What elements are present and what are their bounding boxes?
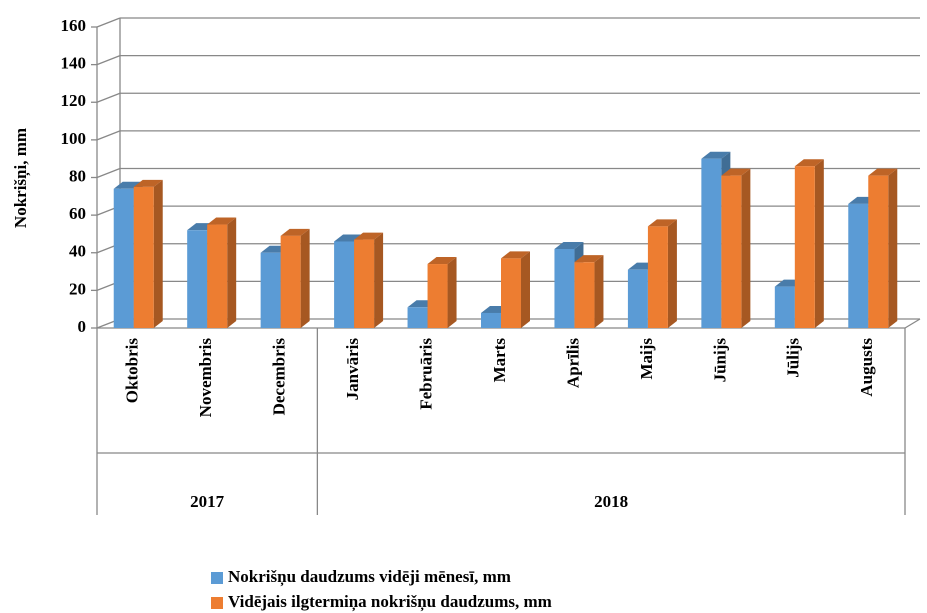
bar <box>427 257 457 328</box>
x-tick-label: Janvāris <box>343 338 362 401</box>
bar-top <box>501 251 530 259</box>
legend-label: Vidējais ilgtermiņa nokrišņu daudzums, m… <box>228 592 552 612</box>
bar-side <box>741 168 751 328</box>
bar-side <box>667 219 677 328</box>
bar <box>721 168 751 328</box>
bar <box>574 255 604 328</box>
group-label: 2017 <box>190 492 225 511</box>
bar-front <box>848 203 869 328</box>
bar-front <box>868 175 889 328</box>
y-tick-label: 20 <box>69 279 86 298</box>
x-tick-label: Februāris <box>416 338 435 410</box>
y-tick-label: 140 <box>61 54 87 73</box>
bar-front <box>721 175 742 328</box>
x-tick-label: Aprīlis <box>563 338 582 388</box>
x-tick-label: Marts <box>490 338 509 383</box>
bar-side <box>227 217 237 328</box>
bar-front <box>427 264 448 328</box>
legend-swatch <box>211 597 223 609</box>
y-tick-label: 120 <box>61 91 87 110</box>
bar-top <box>794 159 824 167</box>
bar <box>647 219 677 328</box>
y-tick-label: 80 <box>69 166 86 185</box>
bar-front <box>647 226 668 328</box>
grid-line-side <box>96 130 121 141</box>
x-tick-label: Augusts <box>857 338 876 397</box>
bar-side <box>447 257 457 328</box>
grid-line-side <box>96 17 121 28</box>
bar-side <box>888 168 898 328</box>
y-tick-label: 100 <box>61 129 87 148</box>
x-tick-label: Jūnijs <box>710 338 729 383</box>
x-tick-label: Novembris <box>196 338 215 418</box>
legend-swatch <box>211 572 223 584</box>
grid-line-side <box>96 55 121 66</box>
bar <box>868 168 898 328</box>
bar-top <box>647 219 677 227</box>
bar-front <box>574 262 595 328</box>
bar-side <box>300 228 310 328</box>
bar-front <box>133 186 154 328</box>
bar-top <box>280 228 310 236</box>
grid-line-side <box>96 167 121 179</box>
y-tick-label: 60 <box>69 204 86 223</box>
bar <box>133 179 163 328</box>
bar-top <box>354 232 384 240</box>
bar-top <box>207 217 237 225</box>
y-axis-title: Nokrišņi, mm <box>11 128 31 228</box>
bar-top <box>554 241 584 249</box>
bar-front <box>554 248 575 328</box>
bar-top <box>721 168 751 176</box>
bar-front <box>354 239 375 328</box>
bar-front <box>113 188 134 328</box>
bar-front <box>207 224 228 328</box>
x-tick-label: Decembris <box>270 338 289 416</box>
y-tick-label: 160 <box>61 16 87 35</box>
bar-side <box>521 251 530 328</box>
bar-side <box>374 232 384 328</box>
bar-front <box>481 312 501 328</box>
bar-top <box>868 168 898 176</box>
bar-top <box>574 255 604 263</box>
bar <box>280 228 310 328</box>
x-tick-label: Jūlijs <box>784 338 803 378</box>
bar-front <box>334 241 355 328</box>
bar-front <box>280 235 301 328</box>
bar-side <box>594 255 604 328</box>
y-tick-label: 40 <box>69 242 86 261</box>
bar-front <box>701 158 722 328</box>
bar-front <box>627 269 648 328</box>
bar-side <box>153 179 163 328</box>
bar-front <box>187 230 208 328</box>
bar-top <box>427 257 457 265</box>
bar-top <box>701 151 731 159</box>
group-label: 2018 <box>594 492 628 511</box>
bar <box>207 217 237 328</box>
bar-front <box>794 166 815 328</box>
x-tick-label: Oktobris <box>123 338 142 404</box>
bar-front <box>501 258 521 328</box>
bar-front <box>407 307 428 328</box>
legend-label: Nokrišņu daudzums vidēji mēnesī, mm <box>228 567 511 587</box>
floor-right <box>904 318 921 329</box>
bar-front <box>260 252 281 328</box>
bar-side <box>814 159 824 328</box>
bar-front <box>774 286 795 328</box>
bar <box>794 159 824 328</box>
bar <box>501 251 530 328</box>
grid-line-side <box>96 92 121 103</box>
bar <box>354 232 384 328</box>
bar-top <box>133 179 163 187</box>
y-tick-label: 0 <box>78 317 87 336</box>
x-tick-label: Maijs <box>637 338 656 380</box>
